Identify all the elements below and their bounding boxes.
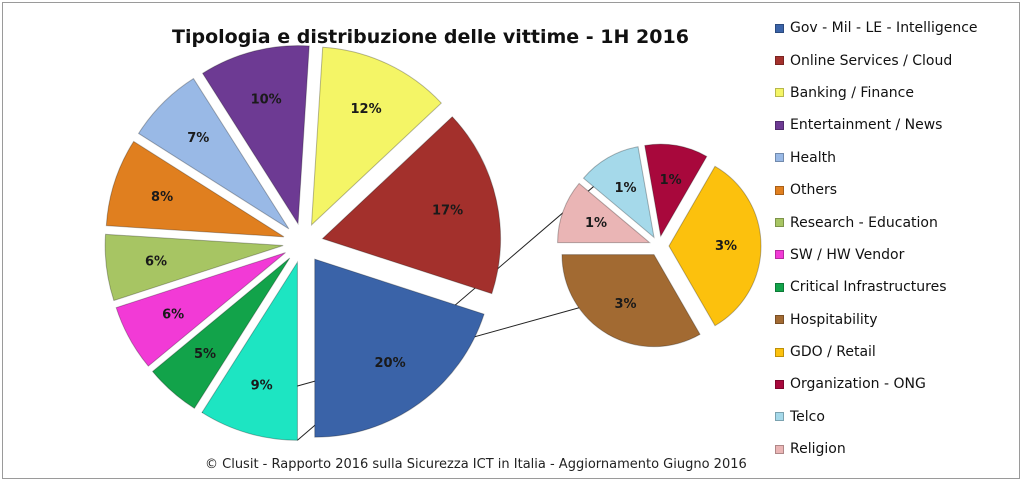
- legend-label: Online Services / Cloud: [790, 52, 953, 69]
- main-pie-label-health: 7%: [187, 131, 209, 146]
- legend-swatch: [775, 23, 784, 33]
- legend-swatch: [775, 250, 784, 260]
- main-pie-slice-critical-infrastructures: [151, 257, 291, 409]
- legend-item-religion: Religion: [775, 433, 978, 465]
- main-pie-label-research-education: 6%: [145, 255, 167, 270]
- secondary-pie-slice-telco: [582, 146, 655, 239]
- legend-swatch: [775, 315, 784, 325]
- legend-item-others: Others: [775, 174, 978, 206]
- legend-swatch: [775, 88, 784, 98]
- secondary-pie-label-telco: 1%: [614, 181, 636, 196]
- legend-item-telco: Telco: [775, 401, 978, 433]
- legend-item-entertainment-news: Entertainment / News: [775, 109, 978, 141]
- legend-swatch: [775, 444, 784, 454]
- main-pie-label-entertainment-news: 10%: [251, 92, 282, 107]
- secondary-pie-slice-religion: [557, 182, 651, 244]
- secondary-pie-label-gdo-retail: 3%: [715, 239, 737, 254]
- legend-label: Others: [790, 182, 838, 199]
- legend-item-banking-finance: Banking / Finance: [775, 77, 978, 109]
- main-pie-label-aggregate: 9%: [251, 378, 273, 393]
- legend-item-online-services-cloud: Online Services / Cloud: [775, 44, 978, 76]
- main-pie-slice-gov-mil-le-intelligence: [314, 258, 485, 438]
- chart-title: Tipologia e distribuzione delle vittime …: [172, 26, 689, 48]
- secondary-pie-slice-gdo-retail: [668, 165, 762, 327]
- main-pie-slice-entertainment-news: [201, 45, 310, 226]
- chart-legend: Gov - Mil - LE - Intelligence Online Serv…: [775, 12, 978, 465]
- main-pie-label-gov-mil-le-intelligence: 20%: [375, 356, 406, 371]
- legend-item-research-education: Research - Education: [775, 206, 978, 238]
- secondary-pie-label-organization-ong: 1%: [660, 173, 682, 188]
- legend-label: Hospitability: [790, 311, 878, 328]
- legend-item-sw-hw-vendor: SW / HW Vendor: [775, 239, 978, 271]
- legend-item-gdo-retail: GDO / Retail: [775, 336, 978, 368]
- legend-label: Banking / Finance: [790, 84, 914, 101]
- legend-swatch: [775, 347, 784, 357]
- main-pie-label-sw-hw-vendor: 6%: [162, 307, 184, 322]
- legend-label: GDO / Retail: [790, 344, 876, 361]
- secondary-pie-slice-hospitability: [561, 254, 701, 348]
- legend-item-critical-infrastructures: Critical Infrastructures: [775, 271, 978, 303]
- main-pie-slice-online-services-cloud: [321, 116, 501, 295]
- legend-swatch: [775, 153, 784, 163]
- legend-item-health: Health: [775, 142, 978, 174]
- legend-label: Entertainment / News: [790, 117, 943, 134]
- legend-item-gov-mil-le-intelligence: Gov - Mil - LE - Intelligence: [775, 12, 978, 44]
- main-pie-slice-banking-finance: [310, 46, 442, 227]
- legend-label: Telco: [790, 408, 825, 425]
- secondary-pie-label-religion: 1%: [585, 216, 607, 231]
- main-pie-slice-health: [137, 77, 290, 230]
- main-pie-label-others: 8%: [151, 190, 173, 205]
- main-pie-slice-aggregate: [201, 260, 298, 441]
- legend-label: Critical Infrastructures: [790, 279, 947, 296]
- legend-label: Health: [790, 149, 836, 166]
- main-pie-label-banking-finance: 12%: [351, 102, 382, 117]
- legend-swatch: [775, 379, 784, 389]
- secondary-pie-label-hospitability: 3%: [614, 297, 636, 312]
- main-pie-slice-sw-hw-vendor: [115, 252, 286, 367]
- main-pie-slice-research-education: [104, 233, 284, 302]
- legend-label: Organization - ONG: [790, 376, 926, 393]
- legend-label: Religion: [790, 441, 846, 458]
- legend-swatch: [775, 412, 784, 422]
- secondary-pie-slice-organization-ong: [644, 143, 708, 238]
- chart-footer: © Clusit - Rapporto 2016 sulla Sicurezza…: [205, 457, 747, 472]
- legend-swatch: [775, 218, 784, 228]
- main-pie-label-online-services-cloud: 17%: [432, 204, 463, 219]
- legend-label: Gov - Mil - LE - Intelligence: [790, 20, 978, 37]
- main-pie-slice-others: [105, 140, 285, 238]
- legend-swatch: [775, 185, 784, 195]
- legend-item-organization-ong: Organization - ONG: [775, 368, 978, 400]
- legend-swatch: [775, 282, 784, 292]
- legend-item-hospitability: Hospitability: [775, 304, 978, 336]
- legend-swatch: [775, 56, 784, 66]
- main-pie-label-critical-infrastructures: 5%: [194, 347, 216, 362]
- legend-label: SW / HW Vendor: [790, 246, 905, 263]
- legend-swatch: [775, 120, 784, 130]
- legend-label: Research - Education: [790, 214, 938, 231]
